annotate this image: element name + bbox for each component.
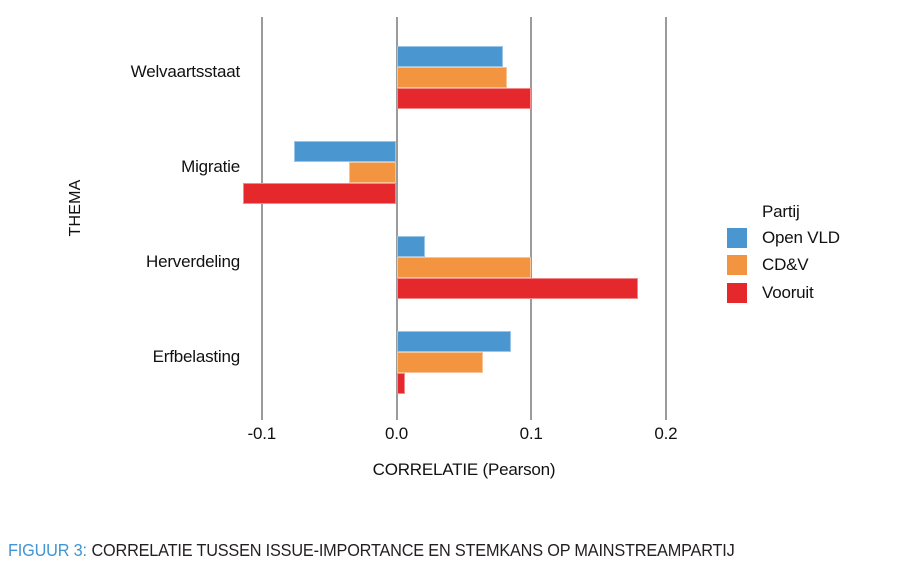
bar-welvaartsstaat-open-vld [396,45,503,67]
legend-swatch-open-vld [727,228,747,248]
category-label-welvaartsstaat: Welvaartsstaat [130,62,241,81]
caption-prefix: FIGUUR 3: [8,540,87,560]
category-label-herverdeling: Herverdeling [146,252,240,271]
bar-migratie-open-vld [294,140,397,162]
bar-welvaartsstaat-cd-v [396,66,507,88]
category-label-migratie: Migratie [181,157,240,176]
x-tick-label-0-1: 0.1 [519,424,543,443]
bar-erfbelasting-vooruit [396,372,405,394]
y-axis-title: THEMA [67,179,84,237]
bar-herverdeling-cd-v [396,256,532,278]
figure-caption: FIGUUR 3: CORRELATIE TUSSEN ISSUE-IMPORTA… [8,540,735,561]
legend-swatch-cd-v [727,255,747,276]
gridline-x-0-1 [530,17,533,420]
legend-item-label-open-vld: Open VLD [762,228,840,247]
bar-herverdeling-vooruit [396,277,638,299]
gridline-x-0-1 [260,17,263,420]
legend-title: Partij [762,202,800,221]
gridline-x-0-0 [395,17,398,420]
bar-welvaartsstaat-vooruit [396,87,532,109]
legend-item-label-cd-v: CD&V [762,255,809,275]
category-label-erfbelasting: Erfbelasting [152,347,241,366]
x-tick-label-0-0: 0.0 [384,424,409,443]
bar-migratie-vooruit [242,182,397,204]
bar-erfbelasting-open-vld [396,330,511,352]
x-tick-label-0-2: 0.2 [654,424,678,443]
x-axis-title: CORRELATIE (Pearson) [372,460,556,479]
x-tick-label-0-1: -0.1 [247,424,277,443]
bar-migratie-cd-v [349,161,397,183]
legend-item-label-vooruit: Vooruit [762,282,814,302]
bar-erfbelasting-cd-v [396,351,483,373]
gridline-x-0-2 [664,17,667,420]
caption-text: CORRELATIE TUSSEN ISSUE-IMPORTANCE EN ST… [91,540,735,560]
bar-herverdeling-open-vld [396,235,425,257]
legend-swatch-vooruit [727,282,747,303]
